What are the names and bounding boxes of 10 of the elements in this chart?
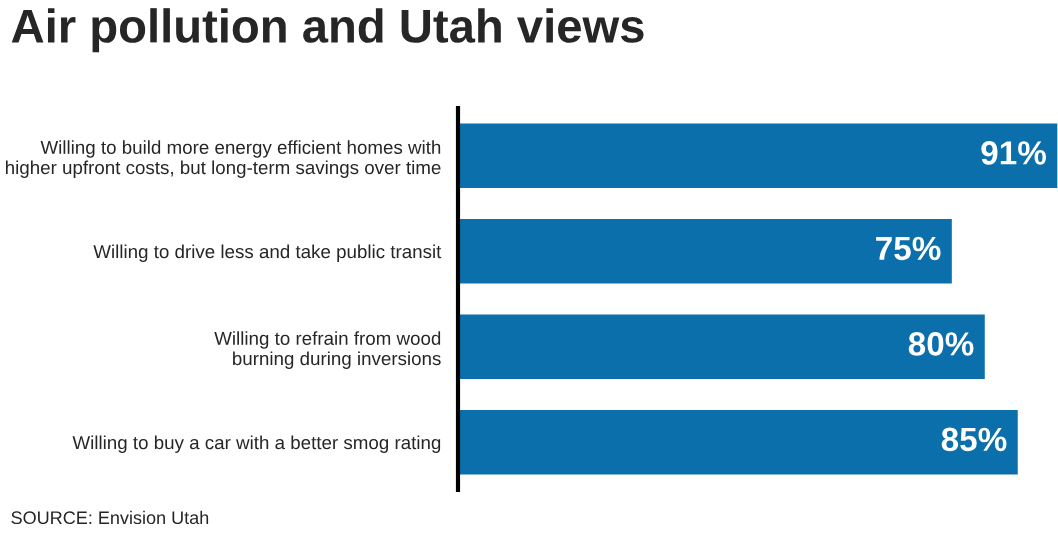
data-label: 91% <box>981 141 1047 165</box>
chart-title: Air pollution and Utah views <box>11 8 644 53</box>
source-note: SOURCE: Envision Utah <box>11 510 209 525</box>
y-tick-label: Willing to drive less and take public transit <box>93 244 442 262</box>
data-label: 80% <box>908 332 974 356</box>
y-tick-label: Willing to refrain from wood burning during inversions <box>214 331 441 369</box>
y-tick-label: Willing to build more energy efficient homes with higher upfront costs, but long-term savings over time <box>6 140 441 178</box>
data-label: 75% <box>876 236 941 261</box>
y-tick-label: Willing to buy a car with a better smog rating <box>72 435 441 453</box>
data-label: 85% <box>941 427 1007 452</box>
